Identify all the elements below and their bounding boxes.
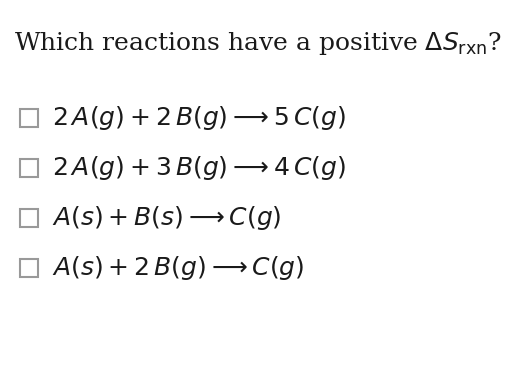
- Text: $2\,A(g) + 2\,B(g) \longrightarrow 5\,C(g)$: $2\,A(g) + 2\,B(g) \longrightarrow 5\,C(…: [52, 104, 346, 132]
- Text: $A(s) + B(s) \longrightarrow C(g)$: $A(s) + B(s) \longrightarrow C(g)$: [52, 204, 281, 232]
- Text: $A(s) + 2\,B(g) \longrightarrow C(g)$: $A(s) + 2\,B(g) \longrightarrow C(g)$: [52, 254, 304, 282]
- Bar: [20, 159, 38, 177]
- Bar: [20, 209, 38, 227]
- Text: $2\,A(g) + 3\,B(g) \longrightarrow 4\,C(g)$: $2\,A(g) + 3\,B(g) \longrightarrow 4\,C(…: [52, 154, 346, 182]
- Bar: [20, 259, 38, 277]
- Bar: [20, 109, 38, 127]
- Text: Which reactions have a positive $\Delta S_{\mathrm{rxn}}$?: Which reactions have a positive $\Delta …: [14, 30, 501, 57]
